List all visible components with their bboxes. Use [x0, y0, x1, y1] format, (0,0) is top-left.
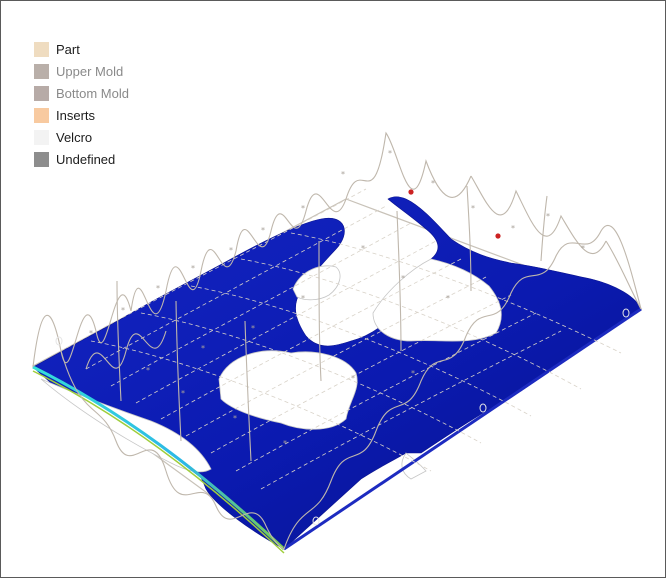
- svg-text:*: *: [251, 324, 255, 333]
- plate-edge-left: [32, 365, 286, 551]
- svg-text:*: *: [156, 284, 160, 293]
- svg-text:*: *: [471, 204, 475, 213]
- hole-upper-left: [292, 265, 341, 301]
- svg-text:*: *: [301, 294, 305, 303]
- svg-text:*: *: [121, 306, 125, 315]
- legend-label-part: Part: [56, 41, 80, 57]
- legend-swatch-upper-mold: [34, 63, 49, 79]
- injection-point-1: [408, 189, 414, 195]
- legend-item-bottom-mold[interactable]: Bottom Mold: [34, 82, 129, 104]
- legend-swatch-velcro: [34, 129, 49, 145]
- svg-text:*: *: [229, 246, 233, 255]
- svg-text:*: *: [301, 204, 305, 213]
- svg-text:*: *: [546, 212, 550, 221]
- hole-right: [372, 258, 502, 342]
- svg-text:*: *: [341, 170, 345, 179]
- svg-text:*: *: [283, 439, 287, 448]
- legend-label-undefined: Undefined: [56, 151, 116, 167]
- legend-item-part[interactable]: Part: [34, 38, 129, 60]
- svg-text:*: *: [431, 179, 435, 188]
- svg-text:*: *: [89, 329, 93, 338]
- hole-bottom-right: [401, 452, 427, 480]
- svg-text:*: *: [191, 264, 195, 273]
- svg-text:*: *: [411, 369, 415, 378]
- legend-swatch-bottom-mold: [34, 85, 49, 101]
- svg-text:*: *: [146, 366, 150, 375]
- plate-edge-right: [283, 307, 642, 551]
- legend-item-upper-mold[interactable]: Upper Mold: [34, 60, 129, 82]
- legend-swatch-undefined: [34, 151, 49, 167]
- svg-text:*: *: [181, 389, 185, 398]
- legend-swatch-part: [34, 41, 49, 57]
- legend-item-undefined[interactable]: Undefined: [34, 148, 129, 170]
- plate-edge-bottom: [32, 370, 285, 554]
- svg-text:*: *: [511, 224, 515, 233]
- edge-node-markers: [55, 308, 630, 526]
- legend-label-inserts: Inserts: [56, 107, 96, 123]
- legend-label-upper-mold: Upper Mold: [56, 63, 124, 79]
- svg-text:*: *: [201, 344, 205, 353]
- legend-label-velcro: Velcro: [56, 129, 93, 145]
- svg-text:*: *: [351, 374, 355, 383]
- svg-text:*: *: [388, 149, 392, 158]
- legend-item-inserts[interactable]: Inserts: [34, 104, 129, 126]
- svg-text:*: *: [261, 226, 265, 235]
- injection-point-2: [495, 233, 501, 239]
- mesh-node-markers: * * * * * * * * * * * * * * * * * * * * …: [89, 149, 585, 448]
- mesh-grid: [60, 188, 622, 490]
- svg-text:*: *: [401, 274, 405, 283]
- legend-swatch-inserts: [34, 107, 49, 123]
- svg-text:*: *: [581, 244, 585, 253]
- svg-text:*: *: [233, 414, 237, 423]
- svg-text:*: *: [361, 244, 365, 253]
- svg-text:*: *: [446, 294, 450, 303]
- legend-item-velcro[interactable]: Velcro: [34, 126, 129, 148]
- legend-label-bottom-mold: Bottom Mold: [56, 85, 129, 101]
- legend: Part Upper Mold Bottom Mold Inserts Velc…: [34, 38, 129, 170]
- mesh-ribs: [32, 131, 642, 550]
